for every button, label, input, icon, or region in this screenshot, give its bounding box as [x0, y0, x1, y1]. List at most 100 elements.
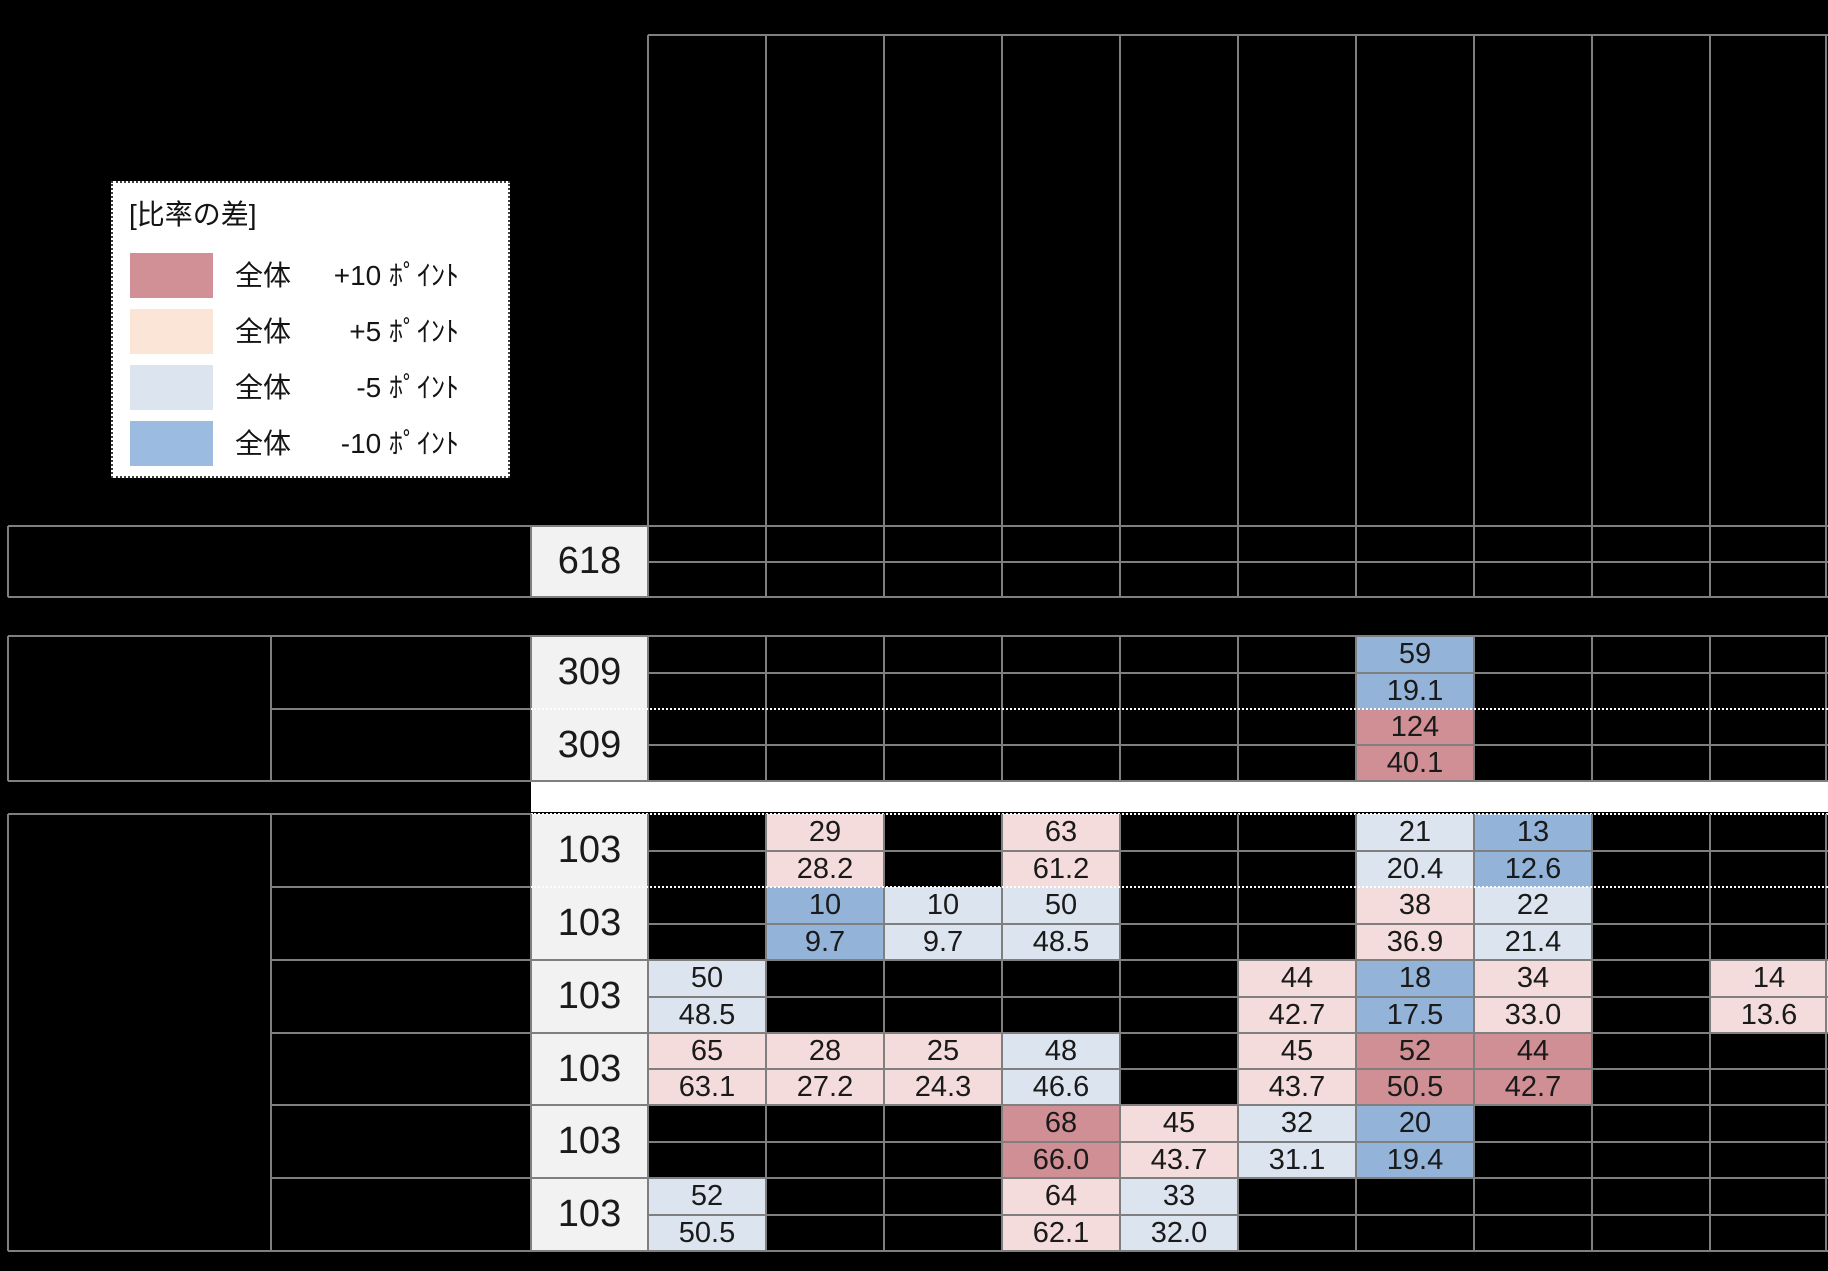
data-cell-count: 52 [1398, 1035, 1432, 1067]
legend-item-plus10: 全体 +10 ﾎﾟｲﾝﾄ [113, 253, 508, 298]
block-left-line [7, 814, 9, 1251]
data-cell-pct: 9.7 [922, 926, 964, 958]
data-cell-count: 34 [1516, 962, 1550, 994]
subrow-divider-line [648, 923, 1828, 925]
data-cell-pct: 43.7 [1150, 1144, 1208, 1176]
data-cell-count: 48 [1044, 1035, 1078, 1067]
data-cell-pct: 42.7 [1504, 1071, 1562, 1103]
data-cell-count: 14 [1752, 962, 1786, 994]
legend-swatch-minus5-icon [130, 365, 213, 410]
legend-item-minus5: 全体 -5 ﾎﾟｲﾝﾄ [113, 365, 508, 410]
data-cell-count: 28 [808, 1035, 842, 1067]
n-value: 103 [557, 902, 622, 944]
data-cell-count: 50 [690, 962, 724, 994]
n-cell [531, 1105, 648, 1178]
row-divider-line [271, 708, 531, 710]
row-divider-line-dotted [531, 708, 1828, 710]
legend-item-diff: +10 ﾎﾟｲﾝﾄ [333, 260, 459, 291]
data-cell-count: 59 [1398, 638, 1432, 670]
n-cell [531, 960, 648, 1033]
data-cell-pct: 43.7 [1268, 1071, 1326, 1103]
data-cell-pct: 50.5 [678, 1217, 736, 1249]
data-cell-pct: 31.1 [1268, 1144, 1326, 1176]
data-cell-count: 21 [1398, 816, 1432, 848]
n-value: 103 [557, 1193, 622, 1235]
data-cell-pct: 63.1 [678, 1071, 736, 1103]
data-cell-count: 64 [1044, 1180, 1078, 1212]
n-value: 309 [557, 724, 622, 766]
row-divider-line [271, 1104, 1828, 1106]
data-cell-pct: 9.7 [804, 926, 846, 958]
data-cell-pct: 61.2 [1032, 853, 1090, 885]
legend-box: [比率の差] 全体 +10 ﾎﾟｲﾝﾄ 全体 +5 ﾎﾟｲﾝﾄ 全体 -5 ﾎﾟ… [111, 181, 510, 478]
subrow-divider-line [648, 996, 1828, 998]
block-bottom-line [8, 780, 1828, 782]
block-top-line [8, 525, 1828, 527]
header-column-line [1709, 35, 1711, 526]
row-divider-line [271, 886, 531, 888]
header-column-line [1355, 35, 1357, 526]
spacer-strip [531, 782, 1828, 812]
block-left-line [7, 526, 9, 597]
data-cell-count: 13 [1516, 816, 1550, 848]
data-cell-pct: 19.1 [1386, 675, 1444, 707]
data-cell-count: 45 [1162, 1107, 1196, 1139]
data-cell-pct: 24.3 [914, 1071, 972, 1103]
block-bottom-line [8, 596, 1828, 598]
header-column-line [883, 35, 885, 526]
legend-title: [比率の差] [129, 199, 257, 230]
n-cell [531, 1033, 648, 1105]
data-cell-count: 33 [1162, 1180, 1196, 1212]
data-cell-count: 63 [1044, 816, 1078, 848]
legend-item-label: 全体 [235, 316, 292, 347]
data-cell-pct: 42.7 [1268, 999, 1326, 1031]
block-top-line [8, 635, 1828, 637]
subrow-divider-line [648, 850, 1828, 852]
legend-item-label: 全体 [235, 428, 292, 459]
legend-item-diff: -10 ﾎﾟｲﾝﾄ [340, 428, 459, 459]
header-column-line [1237, 35, 1239, 526]
data-cell-count: 32 [1280, 1107, 1314, 1139]
data-cell-pct: 66.0 [1032, 1144, 1090, 1176]
subrow-divider-line [648, 1214, 1828, 1216]
block-top-line-dotted [531, 813, 1828, 815]
n-cell [531, 814, 648, 887]
data-cell-count: 18 [1398, 962, 1432, 994]
legend-swatch-plus10-icon [130, 253, 213, 298]
data-cell-pct: 48.5 [1032, 926, 1090, 958]
data-cell-pct: 27.2 [796, 1071, 854, 1103]
legend-item-label: 全体 [235, 372, 292, 403]
subrow-divider-line [648, 561, 1828, 563]
data-cell-count: 20 [1398, 1107, 1432, 1139]
data-cell-pct: 33.0 [1504, 999, 1562, 1031]
header-column-line [1001, 35, 1003, 526]
data-cell-count: 10 [808, 889, 842, 921]
subrow-divider-line [648, 744, 1828, 746]
n-cell [531, 709, 648, 781]
data-cell-pct: 19.4 [1386, 1144, 1444, 1176]
legend-swatch-minus10-icon [130, 421, 213, 466]
data-cell-pct: 62.1 [1032, 1217, 1090, 1249]
data-cell-pct: 28.2 [796, 853, 854, 885]
legend-item-diff: -5 ﾎﾟｲﾝﾄ [356, 372, 459, 403]
row-divider-line [271, 1177, 1828, 1179]
data-cell-count: 38 [1398, 889, 1432, 921]
header-column-line [1473, 35, 1475, 526]
n-value: 618 [557, 540, 622, 582]
row-divider-line [271, 1032, 1828, 1034]
data-cell-count: 29 [808, 816, 842, 848]
data-cell-pct: 21.4 [1504, 926, 1562, 958]
n-value: 309 [557, 651, 622, 693]
data-cell-pct: 20.4 [1386, 853, 1444, 885]
block-bottom-line [8, 1250, 1828, 1252]
header-column-line [647, 35, 649, 526]
legend-item-diff: +5 ﾎﾟｲﾝﾄ [349, 316, 459, 347]
data-cell-count: 22 [1516, 889, 1550, 921]
subrow-divider-line [648, 1141, 1828, 1143]
n-value: 103 [557, 829, 622, 871]
data-cell-count: 65 [690, 1035, 724, 1067]
block-left-line [7, 636, 9, 781]
row-divider-line-dotted [531, 886, 1828, 888]
